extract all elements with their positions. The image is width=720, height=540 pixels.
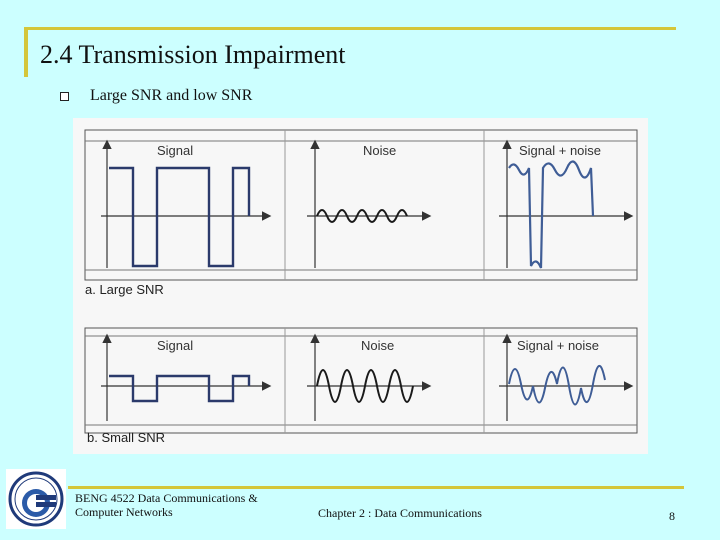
- large-snr-signal-label: Signal: [157, 143, 193, 158]
- small-snr-noise-wave: [316, 369, 414, 403]
- large-snr-combined-label: Signal + noise: [519, 143, 601, 158]
- large-snr-caption: a. Large SNR: [85, 282, 164, 297]
- footer-course: BENG 4522 Data Communications & Computer…: [75, 491, 258, 519]
- bottom-rule: [68, 486, 684, 489]
- large-snr-noise-label: Noise: [363, 143, 396, 158]
- large-snr-signal-wave: [109, 166, 251, 268]
- small-snr-frame: [84, 327, 638, 434]
- footer-chapter: Chapter 2 : Data Communications: [318, 506, 482, 520]
- left-rule: [24, 27, 28, 77]
- small-snr-caption: b. Small SNR: [87, 430, 165, 445]
- small-snr-combined-wave: [508, 365, 606, 406]
- small-snr-noise-label: Noise: [361, 338, 394, 353]
- bullet-text: Large SNR and low SNR: [90, 87, 253, 104]
- footer-course-line1: BENG 4522 Data Communications &: [75, 491, 258, 505]
- large-snr-frame: [84, 129, 638, 281]
- footer-course-line2: Computer Networks: [75, 505, 173, 519]
- snr-figure: Signal Noise Signal + noise a. Large SNR…: [73, 118, 648, 454]
- small-snr-signal-wave: [109, 374, 251, 403]
- university-logo: [6, 469, 66, 529]
- large-snr-noise-wave: [316, 209, 408, 223]
- slide-title: 2.4 Transmission Impairment: [40, 40, 346, 69]
- top-rule: [24, 27, 676, 30]
- small-snr-signal-label: Signal: [157, 338, 193, 353]
- snr-figure-svg: Signal Noise Signal + noise a. Large SNR…: [84, 129, 638, 445]
- small-snr-combined-label: Signal + noise: [517, 338, 599, 353]
- page-number: 8: [669, 509, 675, 523]
- large-snr-combined-wave: [508, 160, 595, 269]
- square-bullet-icon: [60, 92, 69, 101]
